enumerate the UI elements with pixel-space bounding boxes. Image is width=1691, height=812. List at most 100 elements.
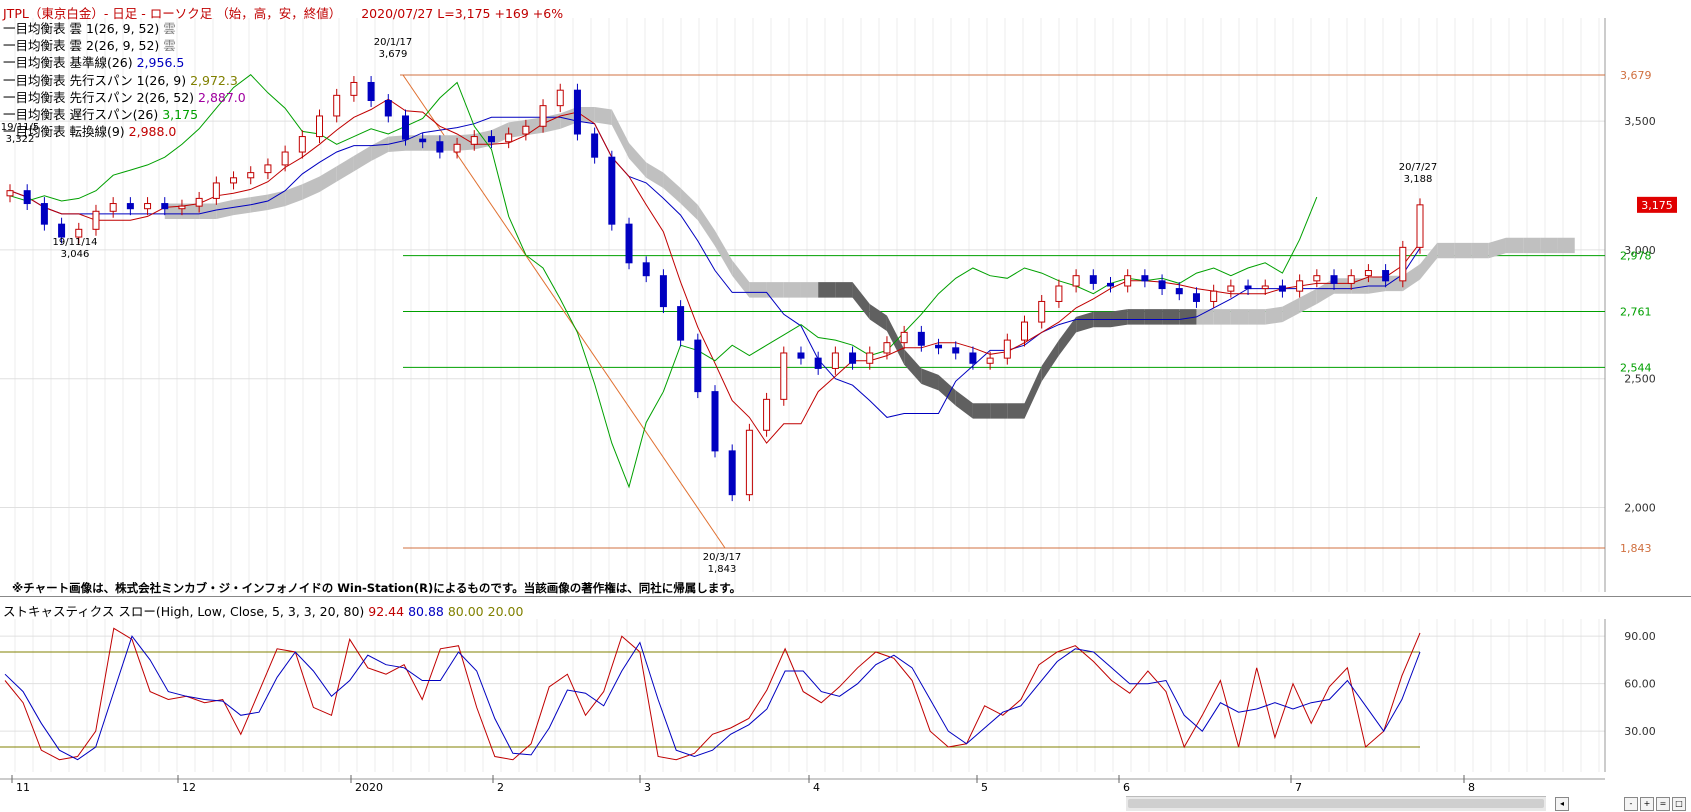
cloud-segment xyxy=(852,282,870,320)
cloud-segment xyxy=(1230,309,1249,325)
candle-body xyxy=(75,228,83,238)
legend-item: 一目均衡表 先行スパン 2(26, 52) 2,887.0 xyxy=(3,89,246,106)
legend-value: 2,956.5 xyxy=(136,55,185,71)
cloud-segment xyxy=(938,374,956,406)
y-tick-label: 2,500 xyxy=(1624,373,1656,386)
candle-body xyxy=(642,262,650,277)
legend-label: 一目均衡表 遅行スパン(26) xyxy=(3,107,163,123)
cloud-segment xyxy=(336,155,354,182)
expand-icon[interactable]: □ xyxy=(1672,797,1686,811)
candle-body xyxy=(952,347,960,354)
legend-label: 一目均衡表 先行スパン 1(26, 9) xyxy=(3,72,191,88)
scroll-left-arrow-icon[interactable]: ◂ xyxy=(1555,797,1569,811)
candle-body xyxy=(230,177,238,184)
cloud-segment xyxy=(869,304,887,332)
cloud-segment xyxy=(525,117,544,136)
annotation-price: 1,843 xyxy=(708,564,737,575)
horizontal-scrollbar[interactable] xyxy=(1126,796,1546,811)
cloud-segment xyxy=(1162,309,1180,325)
annotation-price: 3,322 xyxy=(6,134,35,145)
change-label: +169 xyxy=(494,6,529,21)
cloud-segment xyxy=(921,368,939,391)
candle-body xyxy=(797,352,805,359)
candle-body xyxy=(1072,275,1080,287)
change-pct-label: +6% xyxy=(532,6,564,21)
cloud-segment xyxy=(990,403,1008,419)
x-tick-label: 2020 xyxy=(355,781,383,794)
legend-value: 2,887.0 xyxy=(198,89,246,105)
legend-value: 雲 xyxy=(163,21,176,36)
candle-body xyxy=(487,136,495,143)
cloud-segment xyxy=(1488,237,1506,259)
candle-body xyxy=(109,203,117,212)
y-tick-label: 3,000 xyxy=(1624,244,1656,257)
legend-item: 一目均衡表 基準線(26) 2,956.5 xyxy=(3,54,246,71)
legend-value: 2,988.0 xyxy=(128,124,177,140)
annotation-price: 3,188 xyxy=(1404,174,1433,185)
cloud-segment xyxy=(611,109,630,159)
cloud-segment xyxy=(1127,309,1145,325)
candle-body xyxy=(23,190,31,205)
stochastic-pane[interactable]: 90.00 60.00 30.00 11 12 2020 2 3 4 5 6 7 8 xyxy=(0,596,1691,797)
price-chart-pane[interactable]: 3,500 3,000 2,500 2,000 3,679 2,978 2,761 2,544… xyxy=(0,0,1691,594)
y-tick-label: 90.00 xyxy=(1624,630,1656,643)
chikou-line xyxy=(9,74,1318,489)
cloud-segment xyxy=(663,172,681,204)
cloud-segment xyxy=(835,282,853,298)
cloud-segment xyxy=(818,282,836,298)
cloud-segment xyxy=(1024,365,1042,419)
cloud-segment xyxy=(1196,309,1214,325)
candle-body xyxy=(316,115,324,138)
legend-value: 3,175 xyxy=(162,107,199,123)
cloud-segment xyxy=(749,282,767,298)
legend-item: 一目均衡表 転換線(9) 2,988.0 xyxy=(3,123,246,140)
candle-body xyxy=(1021,321,1029,341)
candle-body xyxy=(935,344,943,349)
cloud-segment xyxy=(1437,242,1455,259)
candle-body xyxy=(831,352,839,369)
annotation-date: 20/3/17 xyxy=(703,552,742,563)
cloud-segment xyxy=(1471,242,1489,259)
stochastic-d-value: 80.88 xyxy=(408,604,444,619)
candle-body xyxy=(591,133,599,158)
candle-body xyxy=(333,94,341,117)
candle-body xyxy=(986,357,994,364)
candle-body xyxy=(780,352,788,400)
last-price-marker xyxy=(1637,196,1677,213)
x-tick-label: 2 xyxy=(497,781,504,794)
zoom-out-icon[interactable]: - xyxy=(1624,797,1638,811)
candle-body xyxy=(1244,285,1252,290)
stochastic-header: ストキャスティクス スロー(High, Low, Close, 5, 3, 3,… xyxy=(3,601,523,620)
cloud-segment xyxy=(1505,237,1524,254)
cloud-segment xyxy=(491,122,509,146)
stochastic-k-value: 92.44 xyxy=(368,604,405,619)
candle-body xyxy=(264,164,272,174)
candle-body xyxy=(883,342,891,354)
cloud-segment xyxy=(216,199,234,220)
candle-body xyxy=(659,275,667,308)
candle-body xyxy=(436,141,444,153)
annotation-date: 19/11/14 xyxy=(53,237,98,248)
candle-body xyxy=(161,203,169,210)
candle-body xyxy=(40,203,48,225)
zoom-in-icon[interactable]: + xyxy=(1640,797,1654,811)
retracement-label: 2,978 xyxy=(1620,250,1652,263)
x-tick-label: 3 xyxy=(644,781,651,794)
cloud-segment xyxy=(1385,275,1403,292)
cloud-segment xyxy=(1523,237,1541,254)
y-tick-label: 2,000 xyxy=(1624,502,1656,515)
fit-icon[interactable]: = xyxy=(1656,797,1670,811)
cloud-segment xyxy=(972,403,991,419)
x-tick-label: 5 xyxy=(981,781,988,794)
candle-body xyxy=(1399,246,1407,282)
legend-label: 一目均衡表 転換線(9) xyxy=(3,124,129,140)
scrollbar-thumb[interactable] xyxy=(1128,799,1544,808)
cloud-segment xyxy=(439,135,458,151)
cloud-segment xyxy=(1402,264,1420,292)
date-label: 2020/07/27 xyxy=(361,6,434,21)
x-tick-label: 6 xyxy=(1123,781,1130,794)
candle-body xyxy=(298,136,306,153)
cloud-segment xyxy=(1454,242,1472,259)
legend-value: 2,972.3 xyxy=(190,72,238,88)
candle-body xyxy=(126,203,134,210)
